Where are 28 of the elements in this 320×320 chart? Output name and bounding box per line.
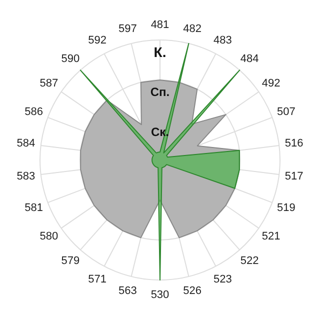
spoke-label: 526 xyxy=(183,285,202,298)
spoke-label: 579 xyxy=(61,255,80,268)
spoke-label: 522 xyxy=(240,255,259,268)
y-tick-label: К. xyxy=(154,44,166,60)
spoke-label: 581 xyxy=(24,202,43,214)
spoke-label: 507 xyxy=(277,106,296,118)
spoke-label: 571 xyxy=(88,274,106,286)
spoke-label: 483 xyxy=(214,34,232,46)
y-tick-label: Сп. xyxy=(150,85,170,99)
spoke-label: 516 xyxy=(284,138,304,150)
spoke-label: 583 xyxy=(16,170,36,182)
spoke-label: 563 xyxy=(118,285,137,298)
spoke-label: 482 xyxy=(183,22,202,35)
spoke-label: 584 xyxy=(16,138,36,150)
spoke-label: 481 xyxy=(150,19,170,31)
spoke-label: 523 xyxy=(214,274,232,286)
spoke-label: 517 xyxy=(284,170,304,182)
spoke-label: 530 xyxy=(150,289,170,301)
spoke-label: 484 xyxy=(240,52,259,65)
spoke-label: 519 xyxy=(277,202,296,214)
spoke-label: 590 xyxy=(61,52,80,65)
spoke-label: 586 xyxy=(24,106,43,118)
spoke-label: 521 xyxy=(262,230,280,243)
spoke-label: 597 xyxy=(118,22,137,35)
spoke-label: 580 xyxy=(40,230,58,243)
spoke-label: 492 xyxy=(262,77,280,90)
spoke-label: 587 xyxy=(40,77,58,90)
spoke-label: 592 xyxy=(88,34,106,46)
